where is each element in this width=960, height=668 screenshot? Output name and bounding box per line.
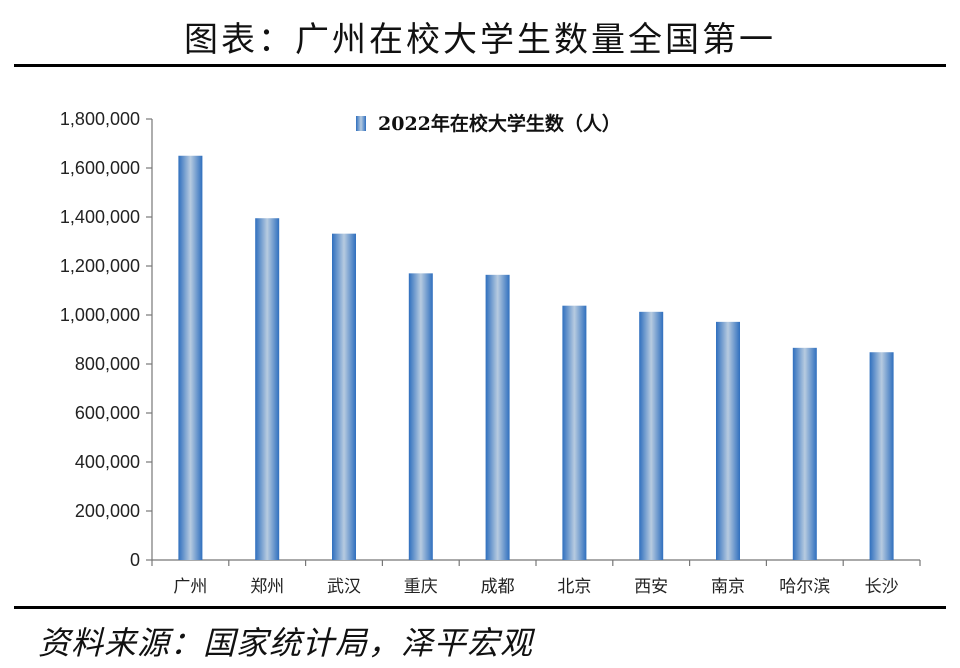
bars bbox=[178, 155, 894, 560]
y-tick-label: 800,000 bbox=[75, 354, 140, 374]
y-tick-label: 1,800,000 bbox=[60, 109, 140, 129]
y-tick-label: 0 bbox=[130, 550, 140, 570]
x-tick-label: 广州 bbox=[173, 577, 207, 597]
y-tick-label: 200,000 bbox=[75, 501, 140, 521]
y-tick-label: 1,000,000 bbox=[60, 305, 140, 325]
x-tick-label: 郑州 bbox=[250, 577, 284, 597]
bar bbox=[869, 352, 894, 560]
bar bbox=[716, 321, 740, 560]
title-divider bbox=[14, 64, 946, 67]
bar bbox=[485, 274, 510, 560]
y-tick-label: 1,400,000 bbox=[60, 207, 140, 227]
bar-chart: 0 200,000 400,000 600,000 800,000 1,000,000 1,… bbox=[60, 109, 921, 597]
bar bbox=[792, 347, 817, 560]
y-tick-label: 1,600,000 bbox=[60, 158, 140, 178]
bar bbox=[408, 273, 433, 560]
x-tick-label: 成都 bbox=[481, 577, 515, 597]
x-tick-label: 北京 bbox=[557, 577, 591, 597]
x-axis: 广州 郑州 武汉 重庆 成都 北京 西安 南京 哈尔滨 长沙 bbox=[151, 559, 921, 597]
legend-label: 2022年在校大学生数（人） bbox=[378, 112, 621, 135]
y-tick-label: 1,200,000 bbox=[60, 256, 140, 276]
y-tick-label: 400,000 bbox=[75, 452, 140, 472]
y-tick-label: 600,000 bbox=[75, 403, 140, 423]
x-tick-label: 重庆 bbox=[404, 577, 438, 597]
legend: 2022年在校大学生数（人） bbox=[356, 112, 621, 135]
bar bbox=[562, 305, 587, 560]
footer-divider bbox=[14, 606, 946, 609]
x-tick-label: 武汉 bbox=[327, 577, 361, 597]
x-tick-label: 西安 bbox=[634, 577, 668, 597]
source-note: 资料来源：国家统计局，泽平宏观 bbox=[38, 624, 534, 662]
y-axis: 0 200,000 400,000 600,000 800,000 1,000,000 1,… bbox=[60, 109, 153, 570]
bar bbox=[332, 233, 356, 560]
x-tick-label: 哈尔滨 bbox=[779, 577, 830, 597]
bar bbox=[178, 155, 203, 560]
legend-swatch bbox=[356, 116, 366, 131]
bar bbox=[255, 218, 280, 560]
page-title: 图表：广州在校大学生数量全国第一 bbox=[184, 20, 776, 60]
bar bbox=[639, 311, 664, 560]
x-tick-label: 长沙 bbox=[865, 577, 899, 597]
x-tick-label: 南京 bbox=[711, 577, 745, 597]
